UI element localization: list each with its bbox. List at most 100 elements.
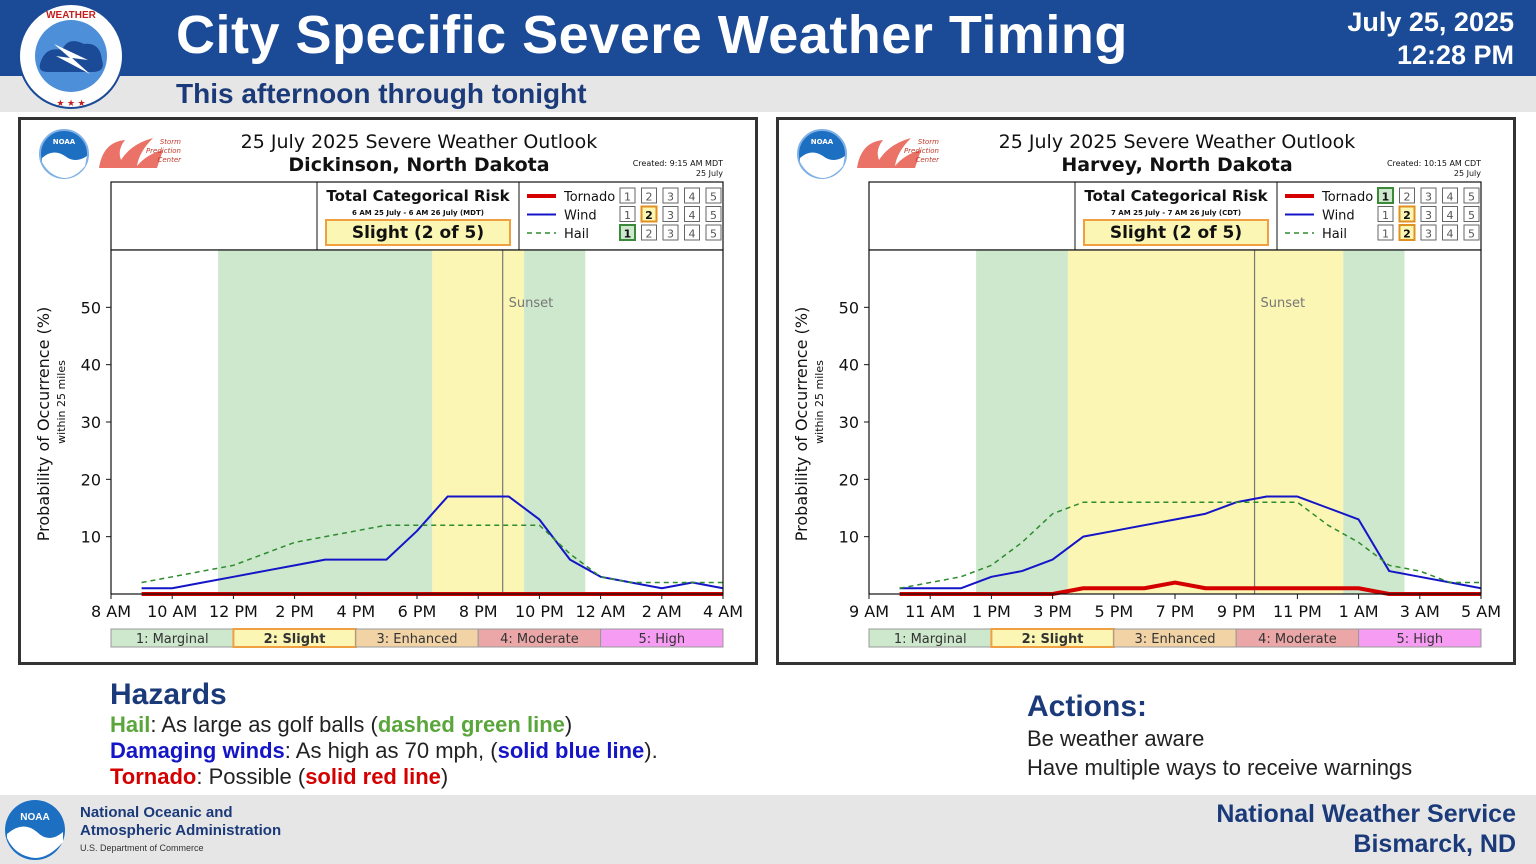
spc-logo-text-3: Center [915, 156, 940, 164]
x-tick-label: 10 PM [515, 602, 564, 621]
legend-level-num: 5 [710, 209, 717, 222]
legend-level-box [705, 224, 722, 241]
legend-level-box [641, 224, 657, 241]
x-tick-label: 9 PM [1217, 602, 1256, 621]
series-hail [899, 501, 1481, 590]
risk-badge [1083, 219, 1269, 246]
legend-level-box [1442, 187, 1458, 204]
x-tick-label: 2 PM [275, 602, 314, 621]
category-label: 3: Enhanced [1134, 632, 1215, 647]
risk-band-slight [1067, 250, 1344, 594]
x-tick-label: 8 AM [91, 602, 131, 621]
hail-label: Hail [110, 712, 151, 737]
legend-level-box [1442, 206, 1458, 222]
category-swatch [1358, 628, 1482, 648]
legend-level-box [619, 224, 636, 241]
legend-level-box [1420, 206, 1437, 222]
office-line2: Bismarck, ND [1353, 830, 1516, 858]
category-label: 5: High [1396, 632, 1443, 647]
legend-label-hail: Hail [564, 227, 589, 242]
x-tick-label: 4 AM [703, 602, 743, 621]
legend-level-box [1463, 206, 1480, 222]
x-tick-label: 5 AM [1461, 602, 1501, 621]
risk-period: 6 AM 25 July - 6 AM 26 July (MDT) [352, 209, 484, 217]
risk-header: Total Categorical Risk [1084, 187, 1268, 205]
x-tick-label: 12 PM [209, 602, 258, 621]
x-tick-label: 9 AM [849, 602, 889, 621]
x-tick-label: 11 PM [1273, 602, 1322, 621]
legend-level-box [1398, 205, 1416, 223]
legend-level-num: 2 [1403, 209, 1411, 222]
x-tick-label: 4 PM [336, 602, 375, 621]
category-label: 3: Enhanced [376, 632, 457, 647]
y-tick-label: 40 [81, 356, 101, 375]
action-item: Be weather aware [1027, 726, 1205, 751]
legend-level-num: 4 [689, 209, 696, 222]
series-wind [141, 495, 724, 590]
noaa-logo-text: NOAA [20, 812, 49, 823]
header-date: July 25, 2025 [1347, 7, 1514, 37]
x-tick-label: 5 PM [1094, 602, 1133, 621]
chart-created-date: 25 July [1454, 169, 1481, 178]
legend-level-box [1377, 224, 1394, 241]
wind-close: ). [644, 738, 658, 763]
legend-level-num: 2 [1403, 228, 1411, 241]
y-axis-sublabel: within 25 miles [55, 360, 68, 444]
legend-level-box [1398, 224, 1416, 241]
y-axis-label: Probability of Occurrence (%) [792, 307, 811, 541]
legend-level-box [684, 224, 700, 241]
hazard-wind: Damaging winds: As high as 70 mph, (soli… [110, 738, 658, 764]
footer-band [0, 795, 1536, 864]
spc-logo-text-2: Prediction [146, 147, 181, 155]
legend-label-wind: Wind [564, 209, 597, 224]
risk-band-marginal [218, 250, 433, 594]
legend-level-num: 1 [1382, 191, 1390, 204]
legend-level-box [641, 187, 657, 204]
svg-text:★ ★ ★: ★ ★ ★ [56, 98, 85, 108]
page-title: City Specific Severe Weather Timing [176, 5, 1128, 65]
chart-created: Created: 9:15 AM MDT [633, 159, 723, 168]
legend-label-tornado: Tornado [1321, 190, 1373, 205]
spc-logo-text-2: Prediction [904, 147, 939, 155]
risk-label: Slight (2 of 5) [1110, 223, 1242, 243]
y-tick-label: 30 [81, 413, 101, 432]
legend-level-num: 3 [1425, 209, 1432, 222]
category-label: 4: Moderate [500, 632, 579, 647]
actions-section: Actions: Be weather aware Have multiple … [1027, 690, 1412, 782]
legend-level-num: 5 [1468, 191, 1475, 204]
legend-level-num: 2 [645, 209, 653, 222]
noaa-chart-logo-wave [800, 152, 845, 178]
y-axis-label: Probability of Occurrence (%) [34, 307, 53, 541]
category-label: 4: Moderate [1258, 632, 1337, 647]
tornado-line-desc: solid red line [305, 764, 441, 789]
risk-band-marginal [976, 250, 1068, 594]
hazard-hail: Hail: As large as golf balls (dashed gre… [110, 712, 658, 738]
y-tick-label: 30 [839, 413, 859, 432]
chart-panel-dickinson: NOAA Storm Prediction Center 25 July 2025 Se… [18, 117, 758, 665]
legend-level-box [684, 187, 700, 204]
x-tick-label: 8 PM [459, 602, 498, 621]
legend-level-num: 3 [1425, 228, 1432, 241]
noaa-logo: NOAA [5, 800, 65, 860]
legend-level-box [1399, 187, 1415, 204]
legend-level-num: 4 [1447, 209, 1454, 222]
hail-text: : As large as golf balls ( [150, 712, 378, 737]
y-axis-sublabel: within 25 miles [813, 360, 826, 444]
x-tick-label: 11 AM [905, 602, 955, 621]
hazard-tornado: Tornado: Possible (solid red line) [110, 764, 658, 790]
legend-level-num: 4 [689, 191, 696, 204]
office-line1: National Weather Service [1216, 800, 1516, 828]
legend-label-tornado: Tornado [563, 190, 615, 205]
chart-panel-harvey: NOAA Storm Prediction Center 25 July 2025 Se… [776, 117, 1516, 665]
x-tick-label: 10 AM [147, 602, 197, 621]
category-label: 5: High [638, 632, 685, 647]
y-tick-label: 50 [81, 298, 101, 317]
legend-level-box [1377, 206, 1394, 222]
category-label: 1: Marginal [894, 632, 967, 647]
legend-level-box [1442, 224, 1458, 241]
legend-level-num: 1 [1382, 209, 1389, 222]
category-label: 2: Slight [264, 632, 326, 647]
hail-line-desc: dashed green line [377, 712, 565, 737]
risk-band-marginal [1343, 250, 1405, 594]
